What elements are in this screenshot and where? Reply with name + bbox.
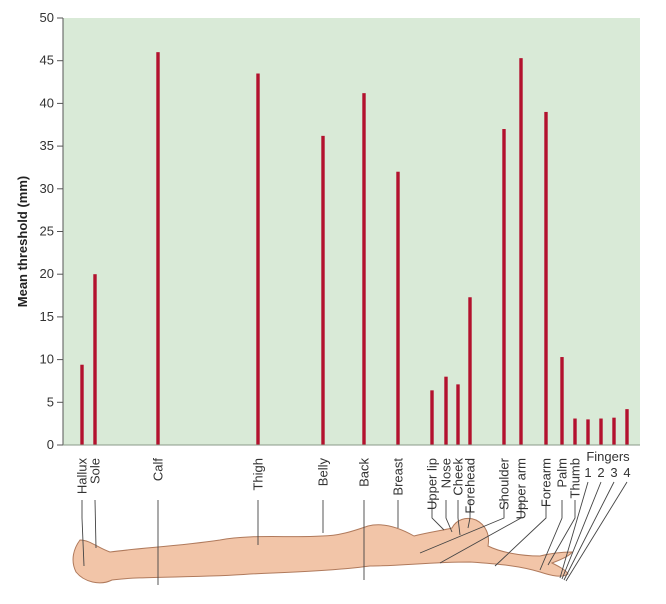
y-tick-label: 15: [40, 309, 54, 324]
leader-line: [439, 500, 522, 564]
category-label-finger-2: 2: [597, 465, 604, 480]
y-tick-label: 50: [40, 10, 54, 25]
category-label-sole: Sole: [88, 458, 103, 484]
bar-thigh: [256, 73, 260, 445]
category-label-hallux: Hallux: [75, 458, 90, 495]
leader-line: [561, 481, 602, 580]
leader-lines-group: [81, 481, 628, 585]
category-label-nose: Nose: [439, 458, 454, 488]
category-label-calf: Calf: [151, 458, 166, 482]
plot-area: [63, 18, 640, 445]
y-tick-label: 10: [40, 352, 54, 367]
category-label-shoulder: Shoulder: [497, 457, 512, 510]
bar-belly: [321, 135, 325, 446]
category-label-breast: Breast: [391, 458, 406, 496]
bar-1: [586, 419, 590, 445]
leader-line: [547, 500, 576, 566]
bar-2: [599, 418, 603, 445]
bar-nose: [444, 376, 448, 445]
category-label-thumb: Thumb: [568, 458, 583, 498]
y-tick-label: 40: [40, 95, 54, 110]
bar-upper-lip: [430, 390, 434, 445]
leader-line: [494, 500, 547, 567]
bar-forearm: [544, 111, 548, 445]
leader-line: [563, 481, 615, 581]
bar-palm: [560, 357, 564, 445]
leader-line: [419, 500, 505, 554]
category-label-finger-3: 3: [610, 465, 617, 480]
bar-hallux: [80, 364, 84, 445]
category-label-cheek: Cheek: [451, 458, 466, 496]
y-tick-label: 25: [40, 224, 54, 239]
category-label-forearm: Forearm: [539, 458, 554, 507]
bar-breast: [396, 171, 400, 445]
bar-4: [625, 409, 629, 445]
bar-upper-arm: [519, 58, 523, 445]
leader-line: [467, 500, 471, 529]
bars-group: [80, 52, 629, 446]
bar-3: [612, 417, 616, 445]
bar-sole: [93, 274, 97, 445]
y-tick-label: 0: [47, 437, 54, 452]
category-label-upper-arm: Upper arm: [514, 458, 529, 519]
bar-calf: [156, 52, 160, 445]
leader-line: [559, 481, 589, 579]
category-label-back: Back: [357, 458, 372, 487]
bar-forehead: [468, 297, 472, 445]
leader-line: [457, 500, 461, 536]
category-label-thigh: Thigh: [251, 458, 266, 491]
bar-thumb: [573, 418, 577, 445]
category-label-belly: Belly: [316, 458, 331, 487]
category-label-forehead: Forehead: [463, 458, 478, 514]
bar-back: [362, 93, 366, 445]
body-silhouette: [72, 517, 573, 584]
category-label-palm: Palm: [555, 458, 570, 488]
y-tick-label: 35: [40, 138, 54, 153]
leader-line: [94, 499, 97, 549]
y-tick-label: 20: [40, 266, 54, 281]
leader-line: [431, 500, 445, 531]
leader-line: [445, 500, 453, 533]
y-axis-label: Mean threshold (mm): [15, 176, 30, 307]
y-tick-label: 45: [40, 53, 54, 68]
category-label-finger-4: 4: [623, 465, 630, 480]
leader-line: [81, 500, 85, 567]
bar-cheek: [456, 384, 460, 445]
y-tick-label: 30: [40, 181, 54, 196]
bar-shoulder: [502, 129, 506, 445]
y-tick-label: 5: [47, 394, 54, 409]
body-figure-illustration: [72, 517, 573, 584]
category-label-finger-1: 1: [584, 465, 591, 480]
leader-line: [539, 500, 563, 571]
leader-line: [565, 481, 628, 582]
fingers-group-label: Fingers: [586, 449, 630, 464]
y-axis: 0 5 10 15 20 25 30 35 40 45 50: [40, 10, 640, 452]
category-label-upper-lip: Upper lip: [425, 458, 440, 510]
